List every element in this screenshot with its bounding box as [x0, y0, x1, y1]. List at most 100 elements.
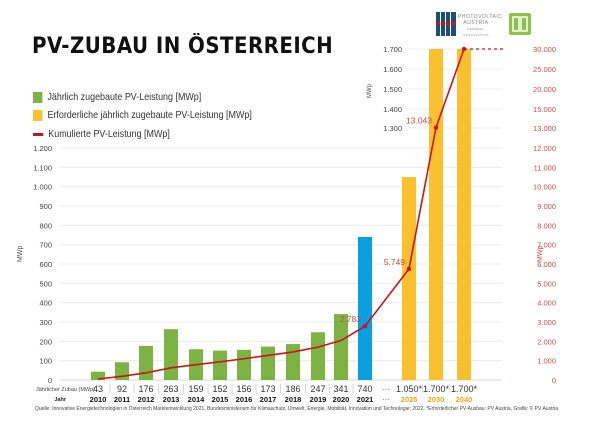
value-label-2011: 92: [117, 384, 127, 394]
legend-swatch-green: [33, 91, 43, 103]
source-note: Quelle: Innovative Energietechnologien i…: [35, 406, 559, 412]
value-label-2021: 740: [357, 384, 372, 394]
y-tick-label-right: 7.000: [537, 241, 556, 250]
value-label-2010: 43: [93, 384, 103, 394]
row-label-years: Jahr: [54, 397, 66, 403]
value-label-2017: 173: [260, 384, 275, 394]
y-tick-label-right: 12.000: [533, 144, 556, 153]
y-tick-label-left: 1.500: [383, 85, 402, 94]
year-label-2021: 2021: [357, 395, 374, 404]
y-tick-label-right: 9.000: [537, 202, 556, 211]
y-tick-label-left: 600: [39, 260, 52, 269]
value-label-2020: 341: [333, 384, 348, 394]
value-label-2018: 186: [285, 384, 300, 394]
legend-label: Erforderliche jährlich zugebaute PV-Leis…: [47, 109, 252, 121]
y-tick-label-right: 15.000: [533, 105, 556, 114]
year-label-2025: 2025: [401, 395, 418, 404]
y-tick-label-left: 0: [48, 376, 52, 385]
y-tick-label-left: 800: [39, 221, 52, 230]
cumulative-point-2025: [406, 266, 412, 272]
year-label-2040: 2040: [456, 395, 473, 404]
value-label-2015: 152: [212, 384, 227, 394]
cumulative-line: [97, 48, 465, 380]
y-tick-label-left: 400: [39, 299, 52, 308]
bar-2012: [139, 345, 153, 380]
y-tick-label-left: 300: [39, 318, 52, 327]
bar-2025: [402, 177, 416, 380]
y-tick-label-left: 200: [39, 337, 52, 346]
y-tick-label-left: 1.100: [33, 163, 52, 172]
y-axis-label-left: MWp: [17, 246, 24, 262]
year-label-2011: 2011: [114, 395, 130, 404]
y-tick-label-left: 1.700: [383, 45, 402, 54]
y-tick-label-right: 1.000: [537, 357, 556, 366]
logo-line: AUSTRIA: [463, 20, 489, 26]
year-label-2017: 2017: [260, 395, 277, 404]
y-tick-label-right: 25.000: [533, 65, 556, 74]
bar-2019: [311, 332, 325, 380]
year-label-2016: 2016: [236, 395, 253, 404]
y-tick-label-right: 20.000: [533, 85, 556, 94]
value-label-2030: 1.700*: [423, 384, 450, 394]
y-tick-label-left: 500: [39, 279, 52, 288]
bar-2017: [261, 346, 275, 380]
y-tick-label-left: 1.400: [383, 105, 402, 114]
year-label-2018: 2018: [285, 395, 302, 404]
value-label-2040: 1.700*: [451, 384, 478, 394]
y-tick-label-right: 4.000: [537, 299, 556, 308]
y-tick-label-right: 30.000: [533, 45, 556, 54]
logo-line: PHOTOVOLTAIC: [458, 14, 503, 20]
page-title: PV-ZUBAU IN ÖSTERREICH: [32, 34, 334, 59]
value-label-2014: 159: [188, 384, 203, 394]
year-label-2030: 2030: [428, 395, 445, 404]
y-axis-label-left-upper: MWp: [367, 83, 373, 98]
bar-2013: [164, 329, 178, 380]
bar-2030: [429, 49, 443, 380]
value-label-2019: 247: [310, 384, 325, 394]
value-label-2025: 1.050*: [396, 384, 423, 394]
year-label-2020: 2020: [333, 395, 350, 404]
year-label-2019: 2019: [310, 395, 327, 404]
cumulative-label-2030: 13.043: [406, 116, 432, 126]
y-tick-label-left: 1.300: [383, 124, 402, 133]
bar-2020: [334, 314, 348, 380]
logo-line: FEDERAL ASSOCIATION: [463, 27, 489, 37]
y-tick-label-right: 0: [552, 376, 556, 385]
year-label-2014: 2014: [188, 395, 206, 404]
bar-2021: [358, 236, 372, 380]
value-label-2012: 176: [138, 384, 153, 394]
value-label-2016: 156: [236, 384, 251, 394]
y-tick-label-right: 11.000: [534, 163, 556, 172]
y-tick-label-left: 100: [39, 357, 52, 366]
y-tick-label-left: 1.000: [33, 183, 52, 192]
year-label-2013: 2013: [163, 395, 180, 404]
bar-2040: [457, 49, 471, 380]
bar-2018: [286, 344, 300, 380]
y-tick-label-right: 3.000: [537, 318, 556, 327]
bar-2015: [213, 350, 227, 380]
row-label-values: Jährlicher Zubau (MWp): [36, 387, 95, 393]
y-tick-label-left: 900: [39, 202, 52, 211]
y-tick-label-right: 10.000: [533, 183, 556, 192]
y-tick-label-right: 2.000: [537, 337, 556, 346]
legend-label: Kumulierte PV-Leistung [MWp]: [48, 128, 170, 140]
bar-2010: [91, 371, 105, 380]
y-tick-label-right: 5.000: [537, 279, 556, 288]
year-label-2015: 2015: [212, 395, 229, 404]
y-tick-label-left: 1.200: [33, 144, 52, 153]
y-tick-label-right: 13.000: [533, 124, 556, 133]
logo-text: PHOTOVOLTAIC AUSTRIA FEDERAL ASSOCIATION: [458, 14, 503, 38]
year-label-2010: 2010: [90, 395, 107, 404]
gap-marker: ···: [382, 385, 390, 394]
cumulative-point-2021: [362, 324, 368, 329]
legend-swatch-yellow: [33, 109, 43, 121]
year-label-2012: 2012: [138, 395, 155, 404]
gap-marker: ···: [382, 395, 390, 404]
bar-2016: [237, 349, 251, 380]
cumulative-label-2025: 5.749: [384, 257, 406, 267]
legend-line-red: [33, 132, 44, 136]
cumulative-point-2030: [433, 125, 439, 130]
value-label-2013: 263: [163, 384, 178, 394]
legend-item-required: Erforderliche jährlich zugebaute PV-Leis…: [33, 109, 252, 121]
